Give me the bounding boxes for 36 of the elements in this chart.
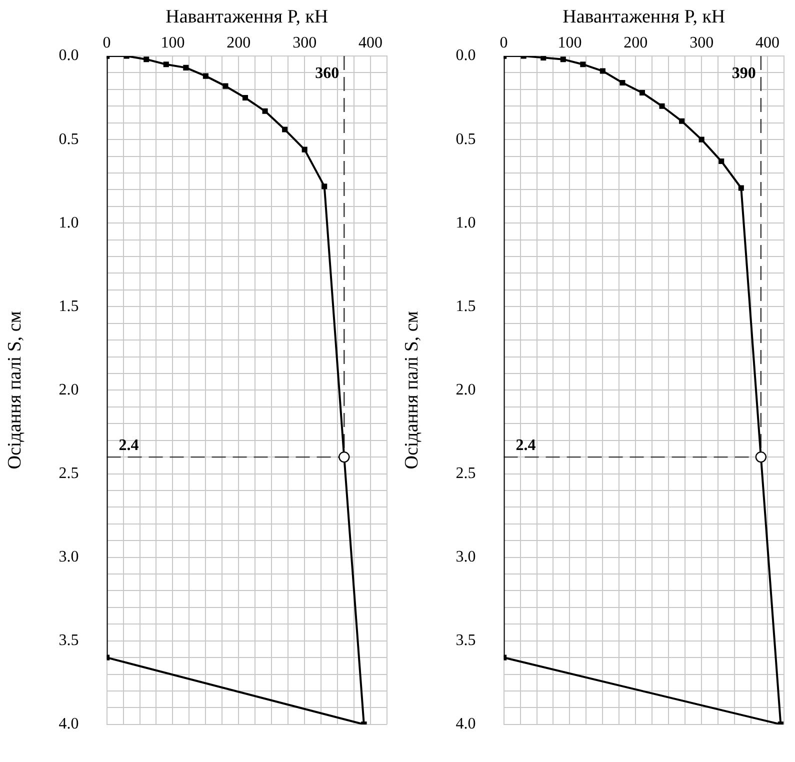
y-tick-label: 2.0 [58,381,79,398]
y-tick-label: 1.5 [58,298,79,315]
x-tick-label: 0 [102,34,111,52]
x-axis-title: Навантаження P, кН [166,6,328,28]
y-tick-label: 4.0 [456,716,476,733]
y-tick-label: 4.0 [58,716,79,733]
y-tick-label: 0.5 [58,130,79,148]
x-axis-title: Навантаження P, кН [562,6,726,28]
y-tick-label: 1.0 [58,214,79,232]
x-tick-label: 200 [226,34,251,52]
y-axis-title: Осідання палі S, см [401,311,422,470]
x-tick-label: 300 [690,34,714,52]
y-tick-label: 3.0 [456,548,476,566]
x-tick-label: 200 [624,34,648,52]
x-tick-label: 400 [358,34,383,52]
x-tick-label: 300 [292,34,317,52]
y-tick-label: 2.5 [58,464,79,482]
y-tick-label: 2.0 [456,381,476,398]
y-tick-label: 0.5 [456,130,476,148]
y-tick-label: 1.0 [456,214,476,232]
y-tick-label: 0.0 [58,47,79,64]
y-tick-label: 3.5 [456,632,476,650]
ref-line-label: 390 [732,65,756,82]
x-tick-label: 100 [558,34,582,52]
ref-line-label: 2.4 [118,437,139,454]
x-tick-label: 400 [756,34,780,52]
x-tick-label: 100 [160,34,185,52]
y-tick-label: 2.5 [456,464,476,482]
ref-line-label: 360 [315,65,340,82]
y-tick-label: 3.5 [58,632,79,650]
y-axis-title: Осідання палі S, см [4,311,26,470]
ref-line-label: 2.4 [516,437,536,454]
y-tick-label: 1.5 [456,298,476,315]
y-tick-label: 0.0 [456,47,476,64]
x-tick-label: 0 [500,34,508,52]
y-tick-label: 3.0 [58,548,79,566]
